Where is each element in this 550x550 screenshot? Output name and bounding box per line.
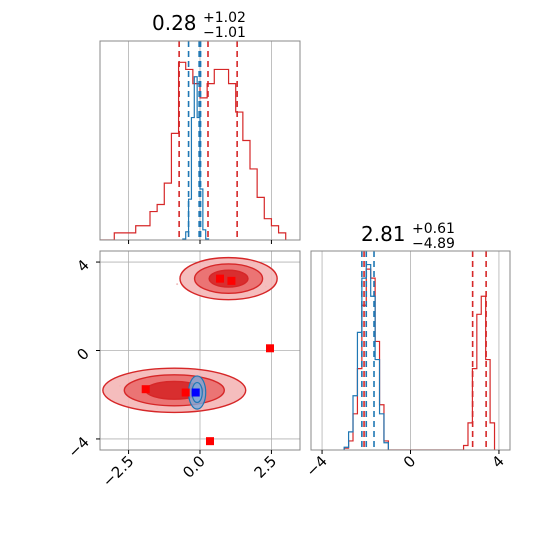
scatter-point [176, 283, 179, 286]
ticks: −4 0 4 [303, 450, 508, 480]
y-tick-label: 4 [73, 256, 92, 275]
title-x0-upper: +1.02 [203, 10, 246, 26]
panel-marginal-x0: 0.28 +1.02 −1.01 [99, 10, 301, 244]
y-tick-label: −4 [64, 433, 92, 461]
marker-blue [191, 388, 200, 397]
x-tick-label: 4 [488, 452, 507, 471]
histogram-red [100, 61, 287, 240]
x-tick-label: 0.0 [179, 452, 209, 482]
x-tick-label: −4 [303, 452, 331, 480]
x-tick-label: 0 [400, 452, 419, 471]
ticks [128, 240, 272, 244]
marker-red [206, 437, 214, 446]
x-tick-label: 2.5 [251, 452, 281, 482]
marker-red [141, 385, 150, 394]
marker-red [216, 274, 224, 283]
marker-red [227, 276, 236, 285]
panel-joint-x0-x1: −2.5 0.0 2.5 −4 0 4 [64, 250, 301, 491]
y-tick-label: 0 [73, 345, 92, 364]
histograms [100, 61, 287, 240]
x-tick-label: −2.5 [99, 452, 137, 490]
title-x1: 2.81 [361, 222, 406, 246]
title-x0: 0.28 [152, 11, 197, 35]
title-x0-lower: −1.01 [203, 25, 246, 41]
quantile-lines [361, 251, 487, 450]
title-x1-lower: −4.89 [412, 236, 455, 252]
marker-red [181, 388, 190, 397]
title-x1-upper: +0.61 [412, 221, 455, 237]
panel-marginal-x1: −4 0 4 2.81 +0.61 −4.89 [303, 221, 511, 480]
quantile-lines [178, 41, 238, 240]
grid [321, 251, 500, 450]
markers [141, 274, 274, 446]
marker-red [266, 344, 274, 353]
contours [102, 256, 278, 414]
histogram-blue [182, 76, 210, 240]
